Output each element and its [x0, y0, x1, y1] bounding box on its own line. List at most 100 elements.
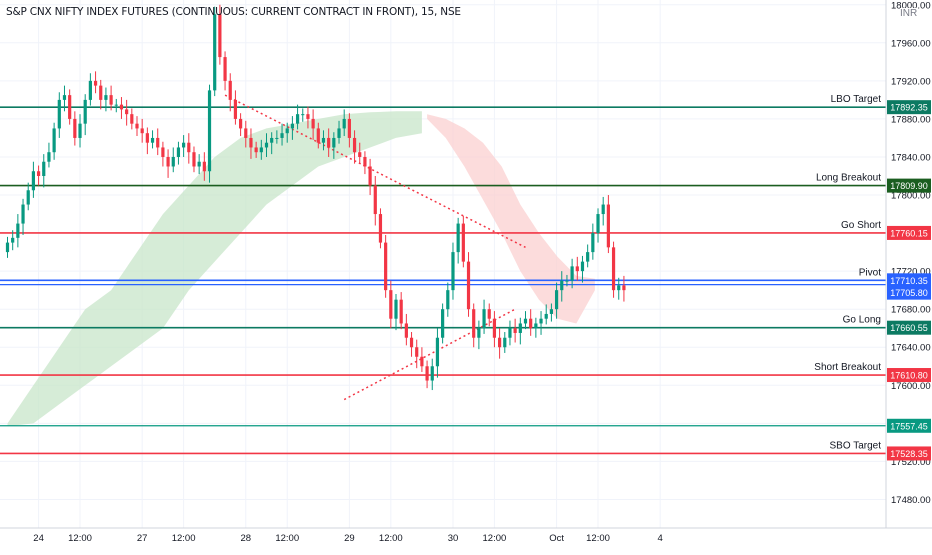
candle-body [244, 128, 248, 138]
candle-body [409, 337, 414, 348]
candle-body [78, 123, 82, 138]
cloud-cloud_green [7, 111, 422, 427]
candle-body [441, 309, 445, 338]
level-price-tag [887, 446, 931, 461]
trendline-upper[interactable] [224, 94, 526, 249]
time-scale-bg [0, 528, 932, 550]
candle-body [31, 171, 35, 191]
candle-body [544, 313, 548, 319]
y-tick-label: 17920.00 [891, 76, 931, 87]
candle-body [161, 147, 165, 157]
candle-body [487, 309, 491, 319]
candle-body [114, 104, 118, 106]
candle-body [125, 109, 129, 115]
price-scale-bg [886, 0, 932, 528]
candle-body [347, 118, 351, 138]
candle-body [477, 328, 481, 338]
level-price-tag [887, 178, 931, 193]
time-scale: 24 12:00 27 12:00 28 12:00 29 12:00 30 12:00 Oct 12… [33, 533, 663, 544]
candle-body [580, 261, 585, 272]
candle-body [140, 128, 144, 134]
level-price-tag [887, 320, 931, 335]
candle-body [601, 204, 605, 215]
y-tick-label: 17880.00 [891, 114, 931, 125]
level-labels: 17892.35 17809.90 17760.15 17710.35 17705.80… [887, 100, 931, 461]
candle-body [5, 242, 10, 253]
candle-body [389, 290, 393, 319]
level-name-label: Go Long [843, 315, 881, 326]
x-tick-label: 30 [448, 533, 459, 544]
candle-body [207, 90, 212, 172]
trendline-lower[interactable] [343, 308, 516, 401]
candle-body [130, 114, 134, 124]
level-name-label: SBO Target [829, 440, 881, 451]
candle-body [197, 161, 201, 167]
y-tick-label: 17640.00 [891, 343, 931, 354]
y-tick-label: 17480.00 [891, 495, 931, 506]
level-price-label: 17557.45 [890, 421, 928, 431]
candle-body [456, 223, 460, 253]
candle-body [233, 99, 238, 119]
candle-body [342, 118, 346, 129]
trendlines [224, 94, 526, 401]
candle-body [518, 323, 522, 333]
level-name-label: Go Short [841, 220, 881, 231]
y-tick-label: 17680.00 [891, 305, 931, 316]
x-tick-label: 4 [658, 533, 663, 544]
candle-body [62, 95, 67, 100]
candle-body [182, 142, 186, 148]
candle-body [270, 137, 274, 143]
candle-body [156, 137, 160, 148]
candle-body [327, 137, 331, 148]
currency-label: INR [900, 8, 918, 19]
level-price-label: 17892.35 [890, 103, 928, 113]
candle-body [176, 147, 181, 157]
y-tick-label: 18000.00 [891, 0, 931, 11]
y-tick-label: 17720.00 [891, 267, 931, 278]
candle-body [295, 114, 300, 124]
candle-body [446, 290, 450, 310]
candle-body [435, 337, 440, 367]
candle-body [57, 99, 61, 129]
level-name-label: Long Breakout [816, 173, 881, 184]
candle-body [352, 137, 357, 153]
candle-body [135, 123, 139, 129]
candle-body [52, 128, 56, 153]
candle-body [109, 95, 113, 105]
candle-body [306, 114, 310, 119]
candle-body [99, 85, 103, 100]
level-price-label: 17809.90 [890, 181, 928, 191]
candle-body [192, 152, 196, 167]
candle-body [88, 80, 92, 100]
y-tick-label: 17800.00 [891, 191, 931, 202]
level-price-label: 17610.80 [890, 371, 928, 381]
candle-body [11, 237, 15, 243]
candle-body [285, 128, 289, 134]
candle-body [513, 328, 517, 333]
x-tick-label: 12:00 [172, 533, 196, 544]
level-price-tag [887, 100, 931, 115]
candle-body [358, 152, 362, 157]
level-name-label: LBO Target [831, 94, 882, 105]
candle-body [394, 299, 398, 319]
candle-body [249, 137, 253, 148]
candle-body [301, 114, 305, 116]
candle-body [560, 280, 564, 291]
candle-body [466, 261, 471, 310]
candle-body [529, 318, 533, 329]
candle-body [425, 366, 429, 381]
candle-body [591, 233, 595, 253]
candle-body [166, 156, 170, 167]
candle-body [316, 128, 320, 143]
level-name-label: Pivot [859, 267, 881, 278]
candles [5, 4, 626, 391]
candle-body [223, 57, 227, 81]
candle-body [290, 123, 294, 129]
candle-body [554, 290, 559, 310]
level-price-tag [887, 225, 931, 240]
level-price-tag [887, 418, 931, 433]
candle-body [539, 318, 543, 324]
candle-body [73, 118, 77, 138]
